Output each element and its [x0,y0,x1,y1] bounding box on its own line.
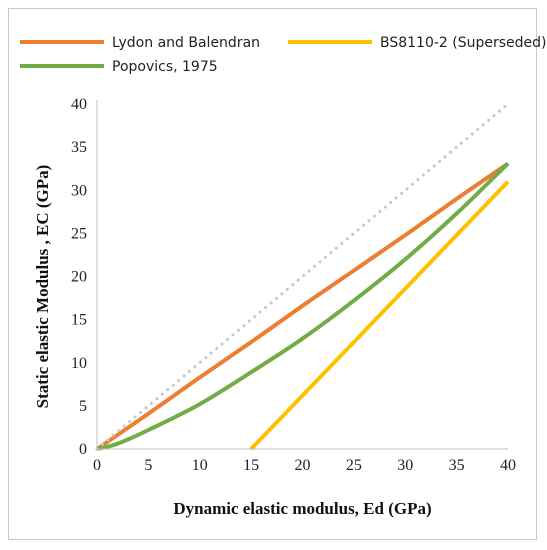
y-tick-label: 40 [71,96,87,113]
y-tick-label: 20 [71,269,87,286]
y-tick-label: 5 [79,398,87,415]
x-tick-label: 0 [93,457,101,474]
chart-frame [8,8,537,540]
y-tick-label: 25 [71,225,87,242]
x-tick-label: 20 [295,457,311,474]
y-tick-label: 10 [71,355,87,372]
legend-label: Lydon and Balendran [112,35,260,51]
x-tick-label: 40 [500,457,516,474]
x-tick-label: 25 [346,457,362,474]
series-layer [95,102,510,451]
x-tick-label: 5 [144,457,152,474]
y-tick-label: 15 [71,312,87,329]
reference-line [95,102,510,451]
axes-layer: 0 5 10 15 20 25 30 35 40 0 5 10 15 20 25 30 35 40 [71,96,516,474]
legend-label: BS8110-2 (Superseded) [380,35,547,51]
legend: Lydon and Balendran BS8110-2 (Superseded)… [20,35,547,75]
legend-label: Popovics, 1975 [112,59,218,75]
x-tick-label: 35 [449,457,465,474]
y-tick-label: 35 [71,139,87,156]
x-tick-label: 15 [243,457,259,474]
y-tick-label: 30 [71,182,87,199]
series-line-3 [96,162,510,451]
series-line-2 [249,180,510,451]
y-tick-label: 0 [79,441,87,458]
x-tick-label: 30 [397,457,413,474]
y-axis-title: Static elastic Modulus , EC (GPa) [33,165,52,409]
series-line-1 [95,161,510,451]
x-axis-title: Dynamic elastic modulus, Ed (GPa) [173,499,431,518]
x-tick-label: 10 [192,457,208,474]
